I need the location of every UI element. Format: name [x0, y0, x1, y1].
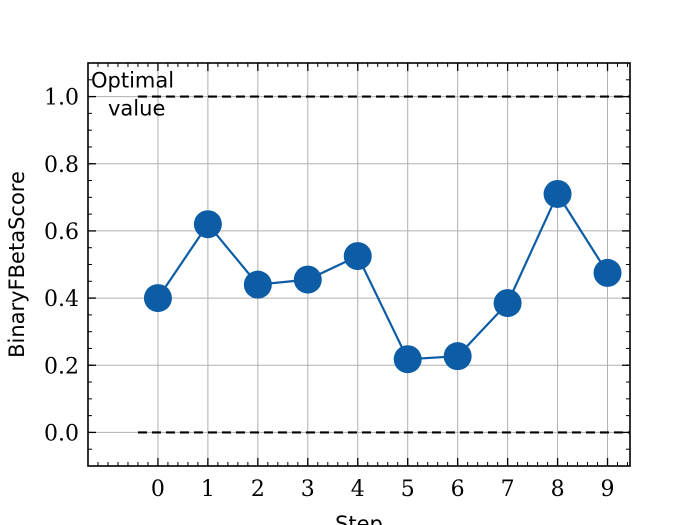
- x-tick-label: 7: [501, 477, 515, 502]
- x-tick-label: 3: [301, 477, 315, 502]
- x-tick-label: 4: [351, 477, 365, 502]
- y-tick-label: 0.2: [44, 354, 79, 379]
- data-point: [393, 345, 422, 374]
- data-point: [293, 265, 322, 294]
- reference-lines: [137, 95, 630, 434]
- data-point: [193, 210, 222, 239]
- y-tick-label: 0.8: [44, 153, 79, 178]
- series-path: [157, 191, 609, 361]
- annotation-line: value: [108, 97, 165, 121]
- x-tick-label: 1: [201, 477, 215, 502]
- data-point: [543, 179, 572, 208]
- annotation-line: Optimal: [91, 69, 174, 93]
- x-tick-label: 2: [251, 477, 265, 502]
- y-tick-label: 0.4: [44, 287, 79, 312]
- x-tick-label: 9: [601, 477, 615, 502]
- x-tick-label: 0: [151, 477, 165, 502]
- y-tick-label: 1.0: [44, 86, 79, 111]
- plot-frame: [87, 62, 631, 467]
- x-tick-label: 5: [401, 477, 415, 502]
- x-tick-label: 6: [451, 477, 465, 502]
- data-point: [493, 289, 522, 318]
- data-point: [443, 342, 472, 371]
- data-point: [243, 270, 272, 299]
- y-tick-label: 0.0: [44, 421, 79, 446]
- x-axis-title: Step: [335, 512, 383, 525]
- data-point: [593, 258, 622, 287]
- data-point: [343, 242, 372, 271]
- x-tick-label: 8: [551, 477, 565, 502]
- y-axis-title: BinaryFBetaScore: [5, 171, 29, 358]
- data-point: [143, 284, 172, 313]
- optimal-value-annotation: Optimal value: [91, 69, 174, 121]
- y-tick-label: 0.6: [44, 220, 79, 245]
- tick-labels: 0 1 2 3 4 5 6 7 8 9 0.0 0.2 0.4 0.6 0.8 1.0: [44, 86, 615, 502]
- series-line: [143, 179, 622, 374]
